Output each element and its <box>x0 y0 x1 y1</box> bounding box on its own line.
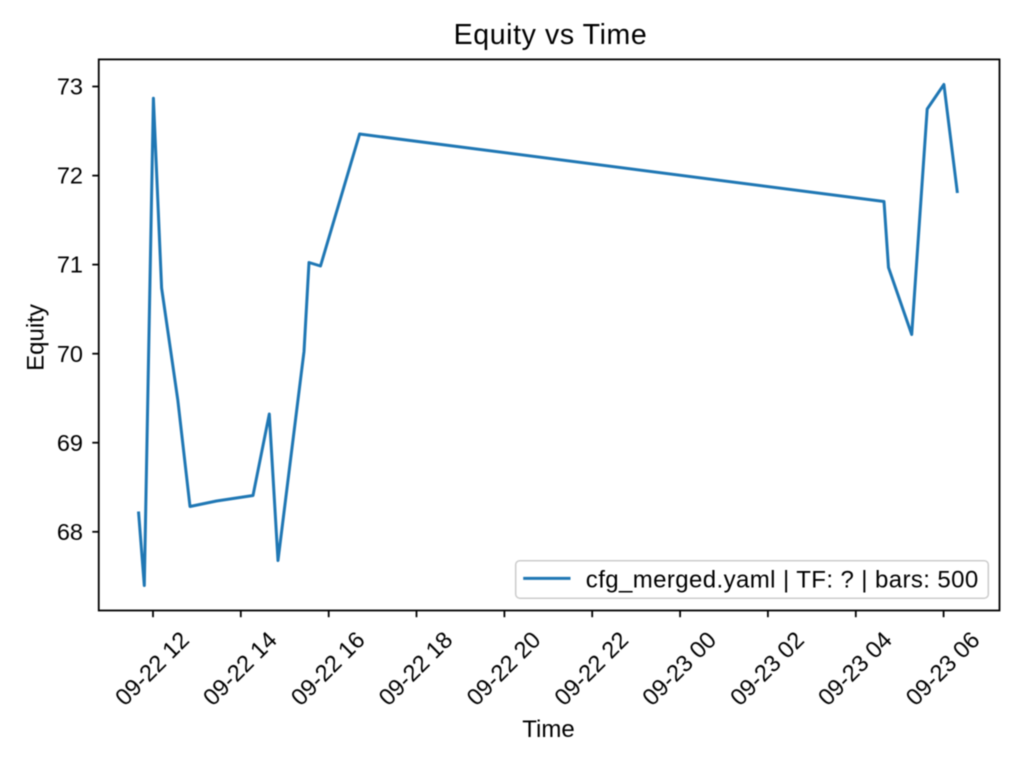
svg-text:Time: Time <box>522 716 574 743</box>
svg-text:68: 68 <box>57 519 83 545</box>
svg-text:72: 72 <box>57 163 83 189</box>
svg-text:69: 69 <box>57 430 83 456</box>
svg-text:71: 71 <box>57 252 83 278</box>
svg-text:cfg_merged.yaml | TF: ? | bars: cfg_merged.yaml | TF: ? | bars: 500 <box>586 567 979 594</box>
svg-text:73: 73 <box>57 74 83 100</box>
svg-text:Equity: Equity <box>23 304 50 371</box>
svg-text:70: 70 <box>57 341 83 367</box>
svg-text:Equity vs Time: Equity vs Time <box>454 19 648 51</box>
